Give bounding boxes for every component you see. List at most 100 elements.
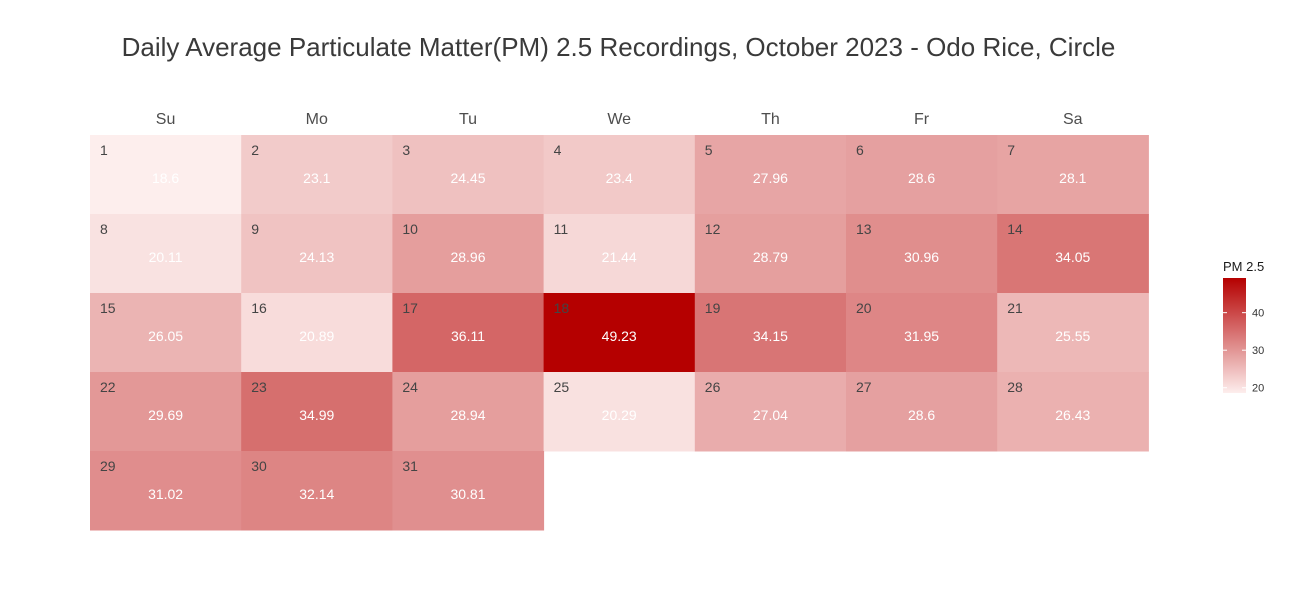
day-cell-fill bbox=[543, 293, 696, 373]
pm-value-label: 20.89 bbox=[299, 328, 334, 344]
pm-value-label: 24.13 bbox=[299, 249, 334, 265]
pm-value-label: 24.45 bbox=[450, 170, 485, 186]
day-number-label: 19 bbox=[705, 300, 721, 316]
day-cell-fill bbox=[392, 451, 545, 531]
pm-value-label: 20.11 bbox=[149, 249, 183, 265]
day-cell-15: 15 26.05 bbox=[90, 293, 242, 373]
day-number-label: 23 bbox=[251, 379, 267, 395]
day-cell-21: 21 25.55 bbox=[997, 293, 1149, 373]
day-cell-fill bbox=[694, 214, 847, 294]
day-cell-4: 423.4 bbox=[543, 135, 696, 215]
day-cell-24: 24 28.94 bbox=[392, 372, 545, 452]
day-cell-fill bbox=[241, 451, 393, 531]
pm-value-label: 32.14 bbox=[299, 486, 334, 502]
pm-value-label: 30.96 bbox=[904, 249, 939, 265]
weekday-label-sa: Sa bbox=[1063, 111, 1083, 128]
day-cell-17: 17 36.11 bbox=[392, 293, 545, 373]
day-cell-fill bbox=[90, 293, 242, 373]
day-cell-fill bbox=[90, 135, 242, 215]
pm-value-label: 29.69 bbox=[148, 407, 183, 423]
day-cell-fill bbox=[241, 214, 393, 294]
day-number-label: 29 bbox=[100, 458, 116, 474]
day-cell-fill bbox=[90, 451, 242, 531]
weekday-label-fr: Fr bbox=[914, 111, 930, 128]
day-number-label: 1 bbox=[100, 142, 108, 158]
day-cell-30: 30 32.14 bbox=[241, 451, 393, 531]
day-cell-fill bbox=[241, 135, 393, 215]
pm-value-label: 28.79 bbox=[753, 249, 788, 265]
day-cell-fill bbox=[392, 293, 545, 373]
day-cell-fill bbox=[694, 135, 847, 215]
pm-value-label: 28.6 bbox=[908, 170, 935, 186]
day-cell-20: 20 31.95 bbox=[846, 293, 998, 373]
day-cell-19: 19 34.15 bbox=[694, 293, 847, 373]
legend-title: PM 2.5 bbox=[1223, 259, 1264, 274]
day-cell-6: 628.6 bbox=[846, 135, 998, 215]
day-cell-fill bbox=[392, 135, 545, 215]
pm-value-label: 27.04 bbox=[753, 407, 788, 423]
weekday-label-we: We bbox=[607, 111, 631, 128]
pm-value-label: 26.05 bbox=[148, 328, 183, 344]
pm-value-label: 23.1 bbox=[303, 170, 330, 186]
day-cell-25: 25 20.29 bbox=[543, 372, 696, 452]
pm-value-label: 34.05 bbox=[1055, 249, 1090, 265]
day-cell-fill bbox=[543, 214, 696, 294]
day-cell-26: 26 27.04 bbox=[694, 372, 847, 452]
weekday-label-su: Su bbox=[156, 111, 176, 128]
pm-value-label: 18.6 bbox=[152, 170, 179, 186]
pm-value-label: 20.29 bbox=[602, 407, 637, 423]
day-number-label: 8 bbox=[100, 221, 108, 237]
day-number-label: 31 bbox=[402, 458, 418, 474]
pm-value-label: 25.55 bbox=[1055, 328, 1090, 344]
day-cell-fill bbox=[846, 135, 998, 215]
day-cell-fill bbox=[997, 135, 1149, 215]
pm-value-label: 31.02 bbox=[148, 486, 183, 502]
pm-value-label: 27.96 bbox=[753, 170, 788, 186]
day-number-label: 5 bbox=[705, 142, 713, 158]
legend-tick-label: 30 bbox=[1252, 345, 1264, 357]
day-cell-fill bbox=[997, 372, 1149, 452]
day-cell-2: 223.1 bbox=[241, 135, 393, 215]
weekday-headers: Su Mo Tu We Th Fr Sa bbox=[156, 111, 1083, 128]
legend-tick-label: 20 bbox=[1252, 383, 1264, 395]
day-number-label: 10 bbox=[402, 221, 418, 237]
day-cell-11: 11 21.44 bbox=[543, 214, 696, 294]
day-cell-fill bbox=[694, 372, 847, 452]
chart-title: Daily Average Particulate Matter(PM) 2.5… bbox=[121, 32, 1116, 62]
day-cell-fill bbox=[846, 372, 998, 452]
legend-tick-label: 40 bbox=[1252, 308, 1264, 320]
day-number-label: 15 bbox=[100, 300, 116, 316]
pm-value-label: 30.81 bbox=[450, 486, 485, 502]
pm-value-label: 26.43 bbox=[1055, 407, 1090, 423]
day-cell-fill bbox=[694, 293, 847, 373]
day-number-label: 21 bbox=[1007, 300, 1023, 316]
legend: PM 2.5 20 30 40 bbox=[1223, 259, 1264, 395]
day-cell-18: 18 49.23 bbox=[543, 293, 696, 373]
pm-value-label: 28.94 bbox=[450, 407, 485, 423]
day-cell-3: 324.45 bbox=[392, 135, 545, 215]
pm-value-label: 49.23 bbox=[602, 328, 637, 344]
day-number-label: 27 bbox=[856, 379, 872, 395]
day-cell-fill bbox=[846, 293, 998, 373]
day-number-label: 3 bbox=[402, 142, 410, 158]
day-number-label: 11 bbox=[554, 221, 569, 237]
day-cell-fill bbox=[997, 214, 1149, 294]
day-cell-fill bbox=[241, 372, 393, 452]
pm-value-label: 36.11 bbox=[451, 328, 485, 344]
day-cell-22: 22 29.69 bbox=[90, 372, 242, 452]
day-cell-16: 16 20.89 bbox=[241, 293, 393, 373]
day-number-label: 30 bbox=[251, 458, 267, 474]
weekday-label-th: Th bbox=[761, 111, 780, 128]
day-cell-29: 29 31.02 bbox=[90, 451, 242, 531]
day-cell-fill bbox=[90, 214, 242, 294]
day-cell-10: 10 28.96 bbox=[392, 214, 545, 294]
day-number-label: 16 bbox=[251, 300, 267, 316]
day-cell-5: 527.96 bbox=[694, 135, 847, 215]
day-number-label: 18 bbox=[554, 300, 570, 316]
pm-value-label: 34.15 bbox=[753, 328, 788, 344]
day-cell-fill bbox=[241, 293, 393, 373]
day-cell-23: 23 34.99 bbox=[241, 372, 393, 452]
day-number-label: 26 bbox=[705, 379, 721, 395]
pm-value-label: 23.4 bbox=[606, 170, 633, 186]
weekday-label-tu: Tu bbox=[459, 111, 477, 128]
